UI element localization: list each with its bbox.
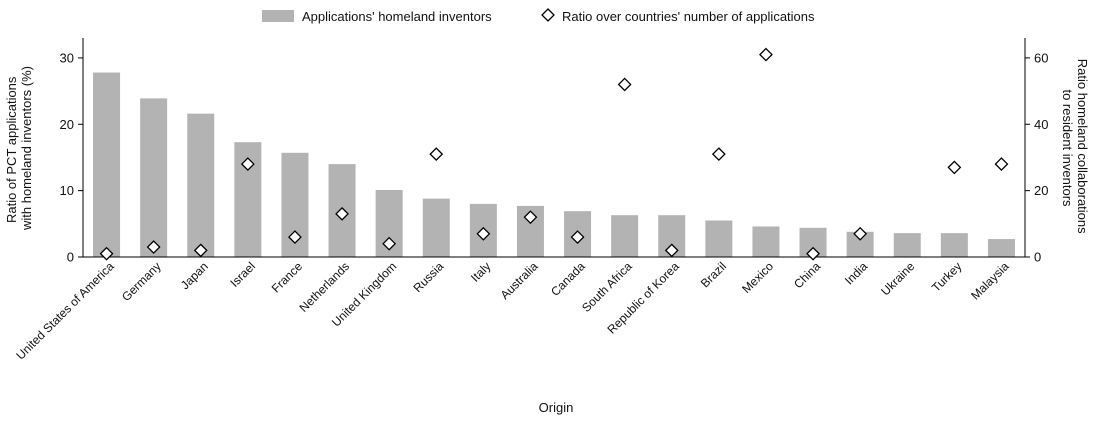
y-right-tick-label: 60	[1034, 50, 1048, 65]
bar-japan	[187, 113, 215, 258]
bar-russia	[422, 198, 450, 257]
diamond-russia	[429, 147, 444, 162]
bar-malaysia	[987, 239, 1015, 257]
diamond-netherlands	[335, 206, 349, 221]
legend-bar-label: Applications' homeland inventors	[302, 9, 492, 24]
y-axis-right-label-line-2: to resident inventors	[1060, 89, 1075, 207]
diamond-india	[853, 226, 868, 241]
category-label: Israel	[227, 259, 258, 290]
y-left-tick-label: 0	[67, 250, 74, 265]
y-right-tick-label: 0	[1034, 250, 1041, 265]
diamond-japan	[193, 243, 208, 258]
diamond-china	[806, 246, 820, 261]
bar-germany	[140, 98, 168, 258]
category-label: Turkey	[929, 259, 965, 295]
legend-diamond-marker	[541, 8, 555, 22]
y-axis-right-label-line-1: Ratio homeland collaborations	[1075, 59, 1090, 234]
bar-mexico	[752, 226, 780, 257]
diamond-mexico	[759, 47, 773, 62]
x-axis-label: Origin	[539, 400, 574, 415]
category-label: India	[842, 259, 871, 288]
diamond-italy	[476, 226, 491, 241]
category-label: Australia	[498, 259, 541, 302]
diamond-turkey	[947, 160, 962, 175]
diamond-france	[288, 230, 302, 245]
y-left-tick-label: 10	[60, 183, 74, 198]
diamond-united-states-of-america	[99, 246, 114, 261]
legend-diamond-label: Ratio over countries' number of applicat…	[562, 9, 815, 24]
y-axis-left-label: Ratio of PCT applications with homeland …	[4, 66, 34, 231]
bar-united-states-of-america	[93, 72, 121, 257]
legend: Applications' homeland inventors Ratio o…	[262, 8, 815, 24]
diamond-australia	[523, 210, 538, 225]
category-label: France	[269, 259, 306, 296]
category-label: Ukraine	[878, 259, 917, 298]
diamond-south-africa	[617, 77, 632, 92]
category-label: China	[791, 259, 823, 291]
bar-turkey	[940, 233, 968, 257]
diamond-series	[99, 47, 1009, 261]
diamond-israel	[240, 157, 255, 172]
category-label: Malaysia	[968, 259, 1012, 303]
category-label: United States of America	[13, 259, 117, 363]
category-label: Mexico	[739, 259, 776, 296]
category-label: Canada	[548, 259, 588, 299]
y-left-tick-label: 30	[60, 50, 74, 65]
diamond-republic-of-korea	[664, 243, 679, 258]
diamond-united-kingdom	[382, 236, 397, 251]
category-label: Brazil	[698, 259, 729, 290]
y-axis-left-label-line-2: with homeland inventors (%)	[19, 66, 34, 231]
diamond-germany	[146, 240, 161, 254]
y-axis-right-label: Ratio homeland collaborations to residen…	[1060, 59, 1090, 238]
category-labels: United States of America Germany Japan Isra…	[13, 259, 1011, 363]
diamond-brazil	[711, 147, 726, 162]
diamond-malaysia	[994, 157, 1009, 172]
bar-brazil	[705, 220, 733, 257]
bar-south-africa	[611, 215, 639, 257]
bar-series	[93, 72, 1015, 258]
y-right-tick-label: 40	[1034, 117, 1048, 132]
category-label: Russia	[411, 259, 447, 295]
axes: 0 10 20 30 0 20 40 60	[60, 38, 1048, 265]
category-label: Italy	[468, 259, 493, 284]
y-left-tick-label: 20	[60, 117, 74, 132]
category-label: Germany	[119, 259, 164, 304]
bar-ukraine	[893, 233, 921, 257]
y-axis-left-label-line-1: Ratio of PCT applications	[4, 76, 19, 223]
diamond-canada	[570, 230, 585, 245]
category-label: Japan	[178, 259, 211, 292]
y-right-tick-label: 20	[1034, 183, 1048, 198]
legend-bar-swatch	[262, 10, 294, 22]
